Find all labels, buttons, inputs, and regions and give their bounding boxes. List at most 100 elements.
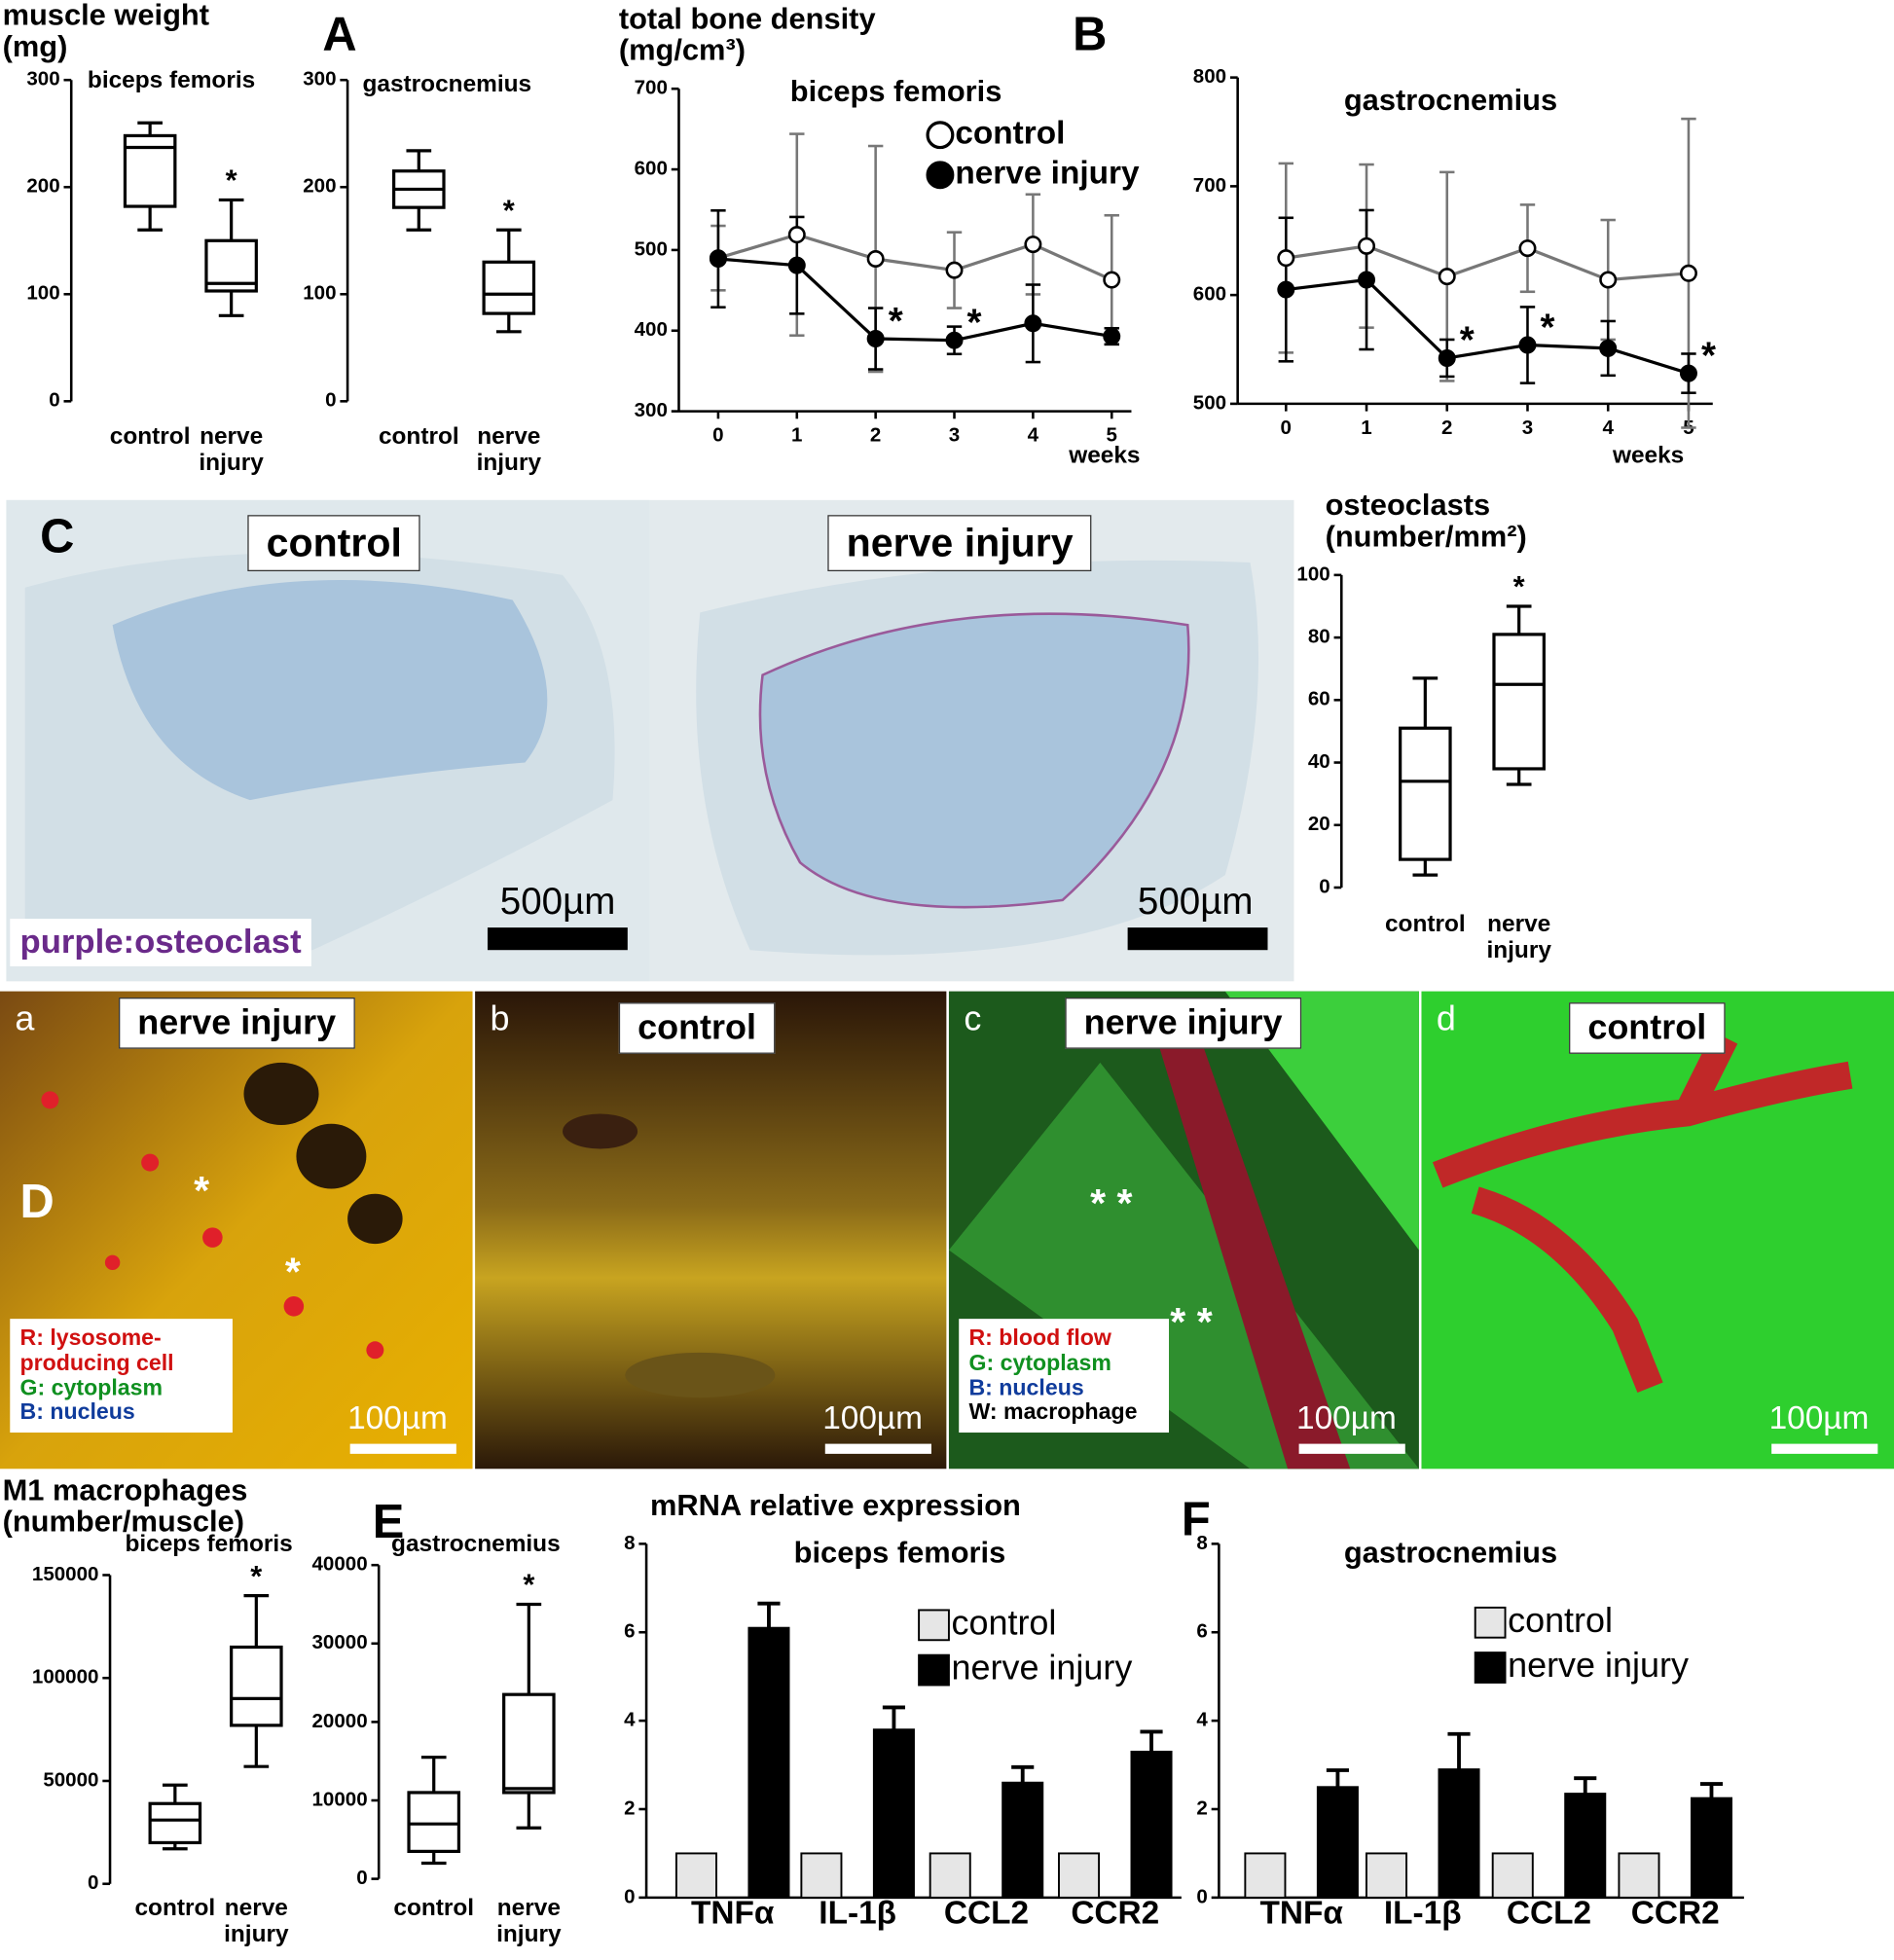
x-tick-label: nerve injury bbox=[476, 423, 542, 477]
legend-label: nerve injury bbox=[952, 1648, 1133, 1688]
scale-bar-label: 100µm bbox=[1296, 1398, 1397, 1436]
marker bbox=[1518, 336, 1537, 354]
legend-label: control bbox=[955, 116, 1065, 152]
image-label: nerve injury bbox=[1065, 998, 1301, 1049]
box bbox=[482, 260, 536, 315]
marker bbox=[866, 250, 885, 269]
bar bbox=[1130, 1750, 1173, 1899]
x-tick-label: control bbox=[1384, 911, 1466, 938]
scale-bar bbox=[1771, 1443, 1878, 1454]
marker bbox=[1277, 280, 1295, 299]
significance: * bbox=[523, 1568, 534, 1602]
legend-swatch bbox=[1474, 1651, 1507, 1684]
y-tick-label: 4 bbox=[624, 1709, 636, 1731]
y-tick-label: 6 bbox=[1196, 1620, 1207, 1643]
marker bbox=[1438, 348, 1456, 367]
x-tick-label: nerve injury bbox=[496, 1895, 562, 1948]
panel-label: F bbox=[1181, 1493, 1211, 1546]
panel-label: E bbox=[372, 1496, 405, 1549]
image-label: control bbox=[1569, 1002, 1726, 1054]
image-label: nerve injury bbox=[119, 998, 355, 1049]
bar bbox=[1564, 1793, 1607, 1899]
bar bbox=[800, 1852, 843, 1899]
y-tick-label: 80 bbox=[1308, 626, 1330, 648]
bar bbox=[872, 1728, 915, 1899]
y-tick-label: 800 bbox=[1193, 65, 1226, 88]
y-tick-label: 8 bbox=[624, 1532, 635, 1554]
x-tick-label: control bbox=[134, 1895, 216, 1922]
chart-title: muscle weight (mg) bbox=[2, 0, 209, 64]
scale-bar-label: 500µm bbox=[1137, 881, 1254, 923]
y-tick-label: 4 bbox=[1196, 1709, 1208, 1731]
channel-legend-entry: W: macrophage bbox=[968, 1398, 1138, 1425]
marker bbox=[1024, 314, 1042, 333]
bar bbox=[747, 1626, 790, 1899]
y-tick-label: 60 bbox=[1308, 688, 1330, 710]
marker bbox=[945, 261, 964, 279]
significance: * bbox=[1541, 307, 1555, 348]
image-letter: d bbox=[1436, 998, 1456, 1038]
image-letter: a bbox=[15, 998, 35, 1038]
x-tick-label: control bbox=[378, 423, 459, 451]
chart-subtitle: biceps femoris bbox=[87, 67, 256, 94]
chart-title: mRNA relative expression bbox=[649, 1488, 1021, 1523]
y-tick-label: 300 bbox=[635, 399, 668, 421]
panel-label: A bbox=[322, 8, 357, 61]
scale-bar-label: 500µm bbox=[499, 881, 616, 923]
x-tick-label: 5 bbox=[1107, 424, 1117, 447]
y-tick-label: 0 bbox=[1196, 1885, 1207, 1907]
bar bbox=[1316, 1786, 1359, 1899]
y-tick-label: 200 bbox=[26, 175, 59, 198]
y-tick-label: 100 bbox=[303, 282, 336, 305]
x-tick-label: 3 bbox=[949, 424, 960, 447]
y-tick-label: 400 bbox=[635, 318, 668, 341]
box bbox=[1492, 633, 1546, 771]
y-tick-label: 8 bbox=[1196, 1532, 1207, 1554]
bar bbox=[1491, 1852, 1534, 1899]
image-letter: c bbox=[964, 998, 982, 1038]
marker bbox=[1103, 271, 1121, 289]
box bbox=[407, 1791, 461, 1853]
series-line bbox=[1286, 277, 1690, 376]
y-tick-label: 600 bbox=[1193, 283, 1226, 306]
significance: * bbox=[503, 193, 515, 227]
x-tick-label: control bbox=[109, 423, 191, 451]
marker bbox=[1518, 239, 1537, 258]
x-tick-label: CCR2 bbox=[1631, 1896, 1720, 1932]
x-axis-label: weeks bbox=[1612, 442, 1684, 468]
x-tick-label: 1 bbox=[1361, 417, 1371, 439]
series-line bbox=[717, 257, 1112, 343]
x-tick-label: 4 bbox=[1602, 417, 1614, 439]
marker bbox=[1358, 271, 1376, 289]
x-tick-label: 0 bbox=[1281, 417, 1292, 439]
image-label: control bbox=[247, 515, 421, 572]
y-tick-label: 10000 bbox=[312, 1788, 368, 1810]
y-tick-label: 500 bbox=[1193, 391, 1226, 414]
image-label: control bbox=[618, 1002, 776, 1054]
bar bbox=[929, 1852, 971, 1899]
x-tick-label: nerve injury bbox=[1486, 911, 1551, 964]
asterisk: * bbox=[194, 1167, 210, 1213]
scale-bar-label: 100µm bbox=[1768, 1398, 1870, 1436]
chart-subtitle: biceps femoris bbox=[789, 75, 1002, 109]
chart-title: M1 macrophages (number/muscle) bbox=[2, 1473, 248, 1540]
significance: * bbox=[1513, 569, 1525, 603]
marker bbox=[787, 256, 806, 274]
y-tick-label: 100 bbox=[1296, 563, 1329, 585]
legend-marker bbox=[926, 121, 955, 150]
x-tick-label: 1 bbox=[791, 424, 802, 447]
marker bbox=[866, 330, 885, 348]
bar bbox=[1002, 1781, 1044, 1899]
bar bbox=[1690, 1797, 1732, 1899]
box bbox=[1399, 726, 1452, 861]
box bbox=[502, 1692, 556, 1795]
y-tick-label: 2 bbox=[1196, 1797, 1207, 1819]
y-tick-label: 40 bbox=[1308, 750, 1330, 773]
y-tick-label: 2 bbox=[624, 1797, 635, 1819]
legend-swatch bbox=[918, 1609, 950, 1642]
panel-label: C bbox=[40, 511, 75, 564]
significance: * bbox=[1701, 335, 1716, 377]
significance: * bbox=[967, 302, 982, 344]
y-tick-label: 700 bbox=[635, 77, 668, 99]
